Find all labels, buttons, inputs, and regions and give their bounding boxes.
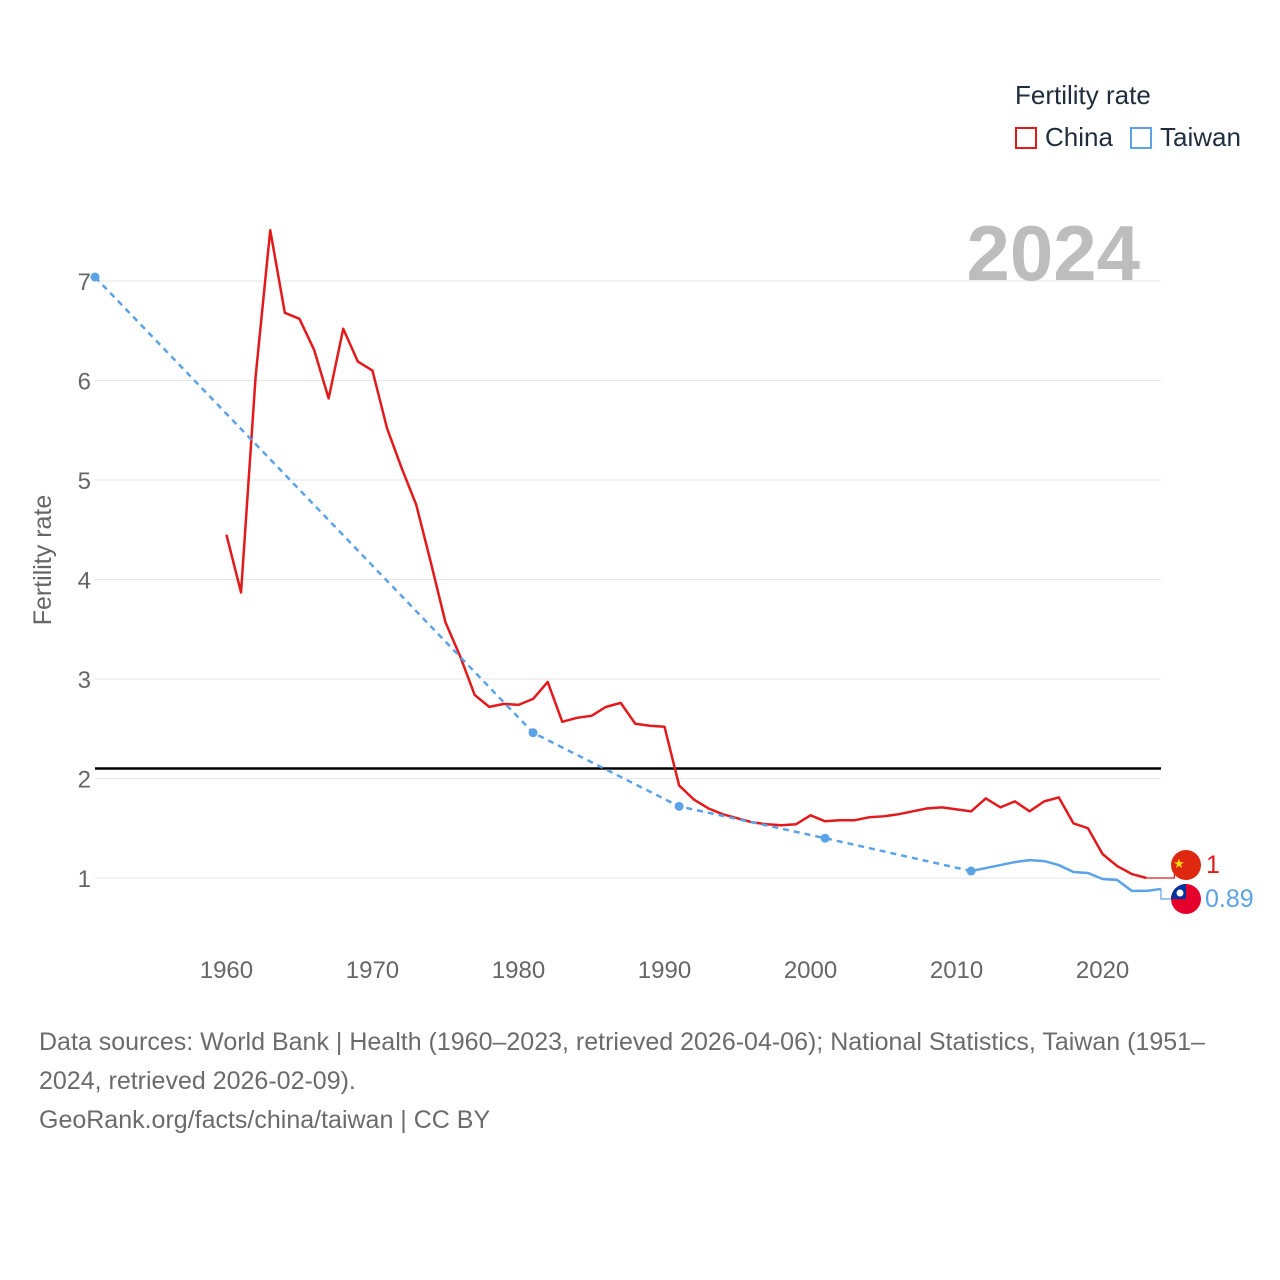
china-flag-star: ★ — [1173, 857, 1185, 872]
taiwan-point[interactable] — [528, 728, 538, 738]
x-tick-label: 2000 — [784, 957, 837, 984]
legend-item-china[interactable]: China — [1015, 122, 1113, 153]
y-axis-label: Fertility rate — [29, 495, 57, 626]
series-group — [90, 229, 1162, 893]
y-tick-label: 7 — [78, 269, 91, 296]
y-tick-label: 5 — [78, 468, 91, 495]
year-label: 2024 — [966, 209, 1140, 297]
y-tick-label: 6 — [78, 369, 91, 396]
taiwan-flag-icon — [1171, 884, 1201, 914]
data-sources: Data sources: World Bank | Health (1960–… — [39, 1028, 1205, 1095]
legend-swatch-taiwan — [1130, 126, 1152, 149]
x-tick-label: 1960 — [200, 957, 253, 984]
series-line-taiwan — [970, 858, 1162, 893]
taiwan-flag-sun — [1176, 889, 1184, 897]
y-tick-label: 3 — [78, 667, 91, 694]
taiwan-connector — [1160, 888, 1172, 900]
x-tick-label: 1970 — [346, 957, 399, 984]
series-line-china — [225, 229, 1147, 880]
end-labels: ★ 1 0.89 — [1146, 850, 1254, 914]
taiwan-point[interactable] — [674, 801, 684, 811]
credit-link[interactable]: GeoRank.org/facts/china/taiwan | CC BY — [39, 1106, 491, 1134]
y-tick-label: 4 — [78, 568, 91, 595]
taiwan-point[interactable] — [90, 272, 100, 282]
legend-item-taiwan[interactable]: Taiwan — [1130, 122, 1241, 153]
y-axis-ticks: 1 2 3 4 5 6 7 — [78, 269, 91, 893]
grid — [95, 280, 1161, 879]
taiwan-end-label: 0.89 — [1205, 885, 1254, 913]
x-axis-ticks: 1960 1970 1980 1990 2000 2010 2020 — [200, 957, 1130, 984]
x-tick-label: 1980 — [492, 957, 545, 984]
legend-swatch-china — [1015, 126, 1037, 149]
legend-label-china: China — [1045, 122, 1113, 152]
y-tick-label: 1 — [78, 866, 91, 893]
legend-label-taiwan: Taiwan — [1160, 122, 1241, 152]
series-line-taiwan-dashed — [94, 276, 972, 873]
x-tick-label: 2010 — [930, 957, 983, 984]
china-connector — [1146, 864, 1175, 879]
y-tick-label: 2 — [78, 767, 91, 794]
china-flag-icon: ★ — [1171, 850, 1201, 880]
china-end-label: 1 — [1206, 851, 1220, 879]
footer: Data sources: World Bank | Health (1960–… — [39, 1023, 1254, 1140]
x-tick-label: 2020 — [1076, 957, 1129, 984]
legend-title: Fertility rate — [1015, 80, 1151, 110]
taiwan-point[interactable] — [820, 833, 830, 843]
x-tick-label: 1990 — [638, 957, 691, 984]
china-flag-disc — [1171, 850, 1201, 880]
